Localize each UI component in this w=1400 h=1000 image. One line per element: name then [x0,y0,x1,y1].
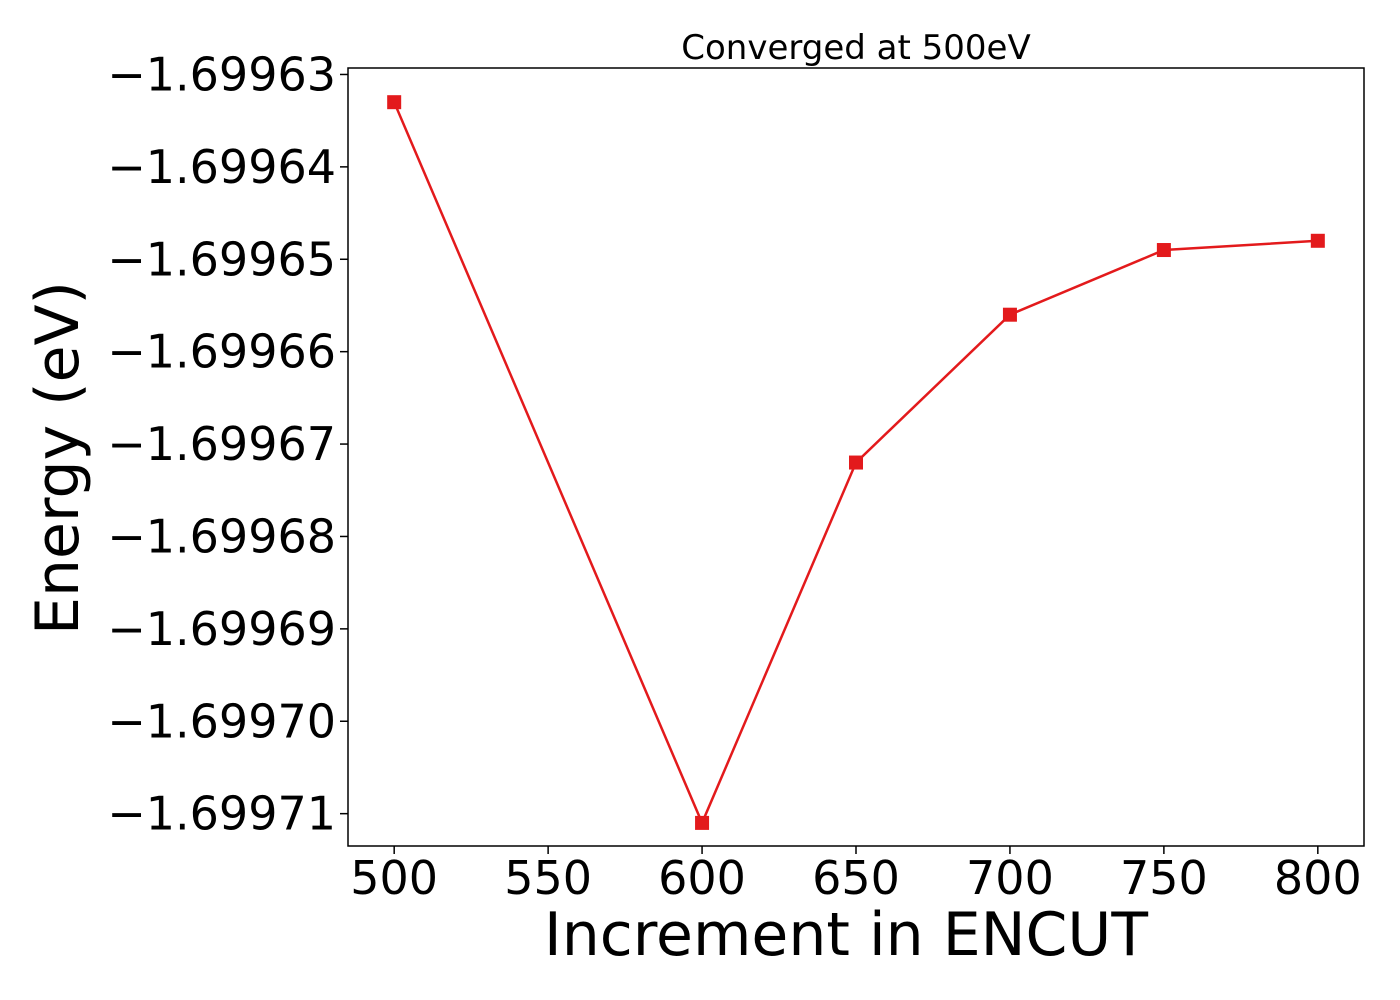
y-tick-label: −1.69968 [107,509,336,563]
x-tick-label: 550 [504,851,592,905]
data-point-marker [1002,307,1017,322]
chart-title: Converged at 500eV [681,28,1030,68]
x-axis-title: Increment in ENCUT [544,900,1148,970]
x-tick-label: 800 [1274,851,1362,905]
data-point-marker [695,815,710,830]
x-tick-label: 500 [350,851,438,905]
data-point-marker [387,95,402,110]
x-tick-label: 750 [1120,851,1208,905]
y-tick-label: −1.69967 [107,417,336,471]
x-tick-label: 600 [658,851,746,905]
data-point-marker [849,455,863,470]
plot-frame [347,67,1365,847]
y-tick-label: −1.69969 [107,602,336,656]
x-tick-label: 700 [966,851,1054,905]
y-tick-label: −1.69964 [107,140,336,194]
x-tick-label: 650 [812,851,900,905]
y-tick-label: −1.69965 [107,232,336,286]
x-axis-ticks: 500 550 600 650 700 750 800 [350,846,1362,905]
y-tick-label: −1.69970 [107,694,336,748]
data-point-marker [1310,233,1325,248]
y-axis-title: Energy (eV) [23,281,93,635]
y-tick-label: −1.69966 [107,325,336,379]
series-line [393,101,1318,827]
data-point-marker [1156,243,1171,258]
series-layer [387,95,1325,830]
y-tick-label: −1.69971 [107,787,336,841]
y-tick-label: −1.69963 [107,47,336,101]
y-axis-ticks: −1.69963 −1.69964 −1.69965 −1.69966 −1.69967… [107,47,348,841]
